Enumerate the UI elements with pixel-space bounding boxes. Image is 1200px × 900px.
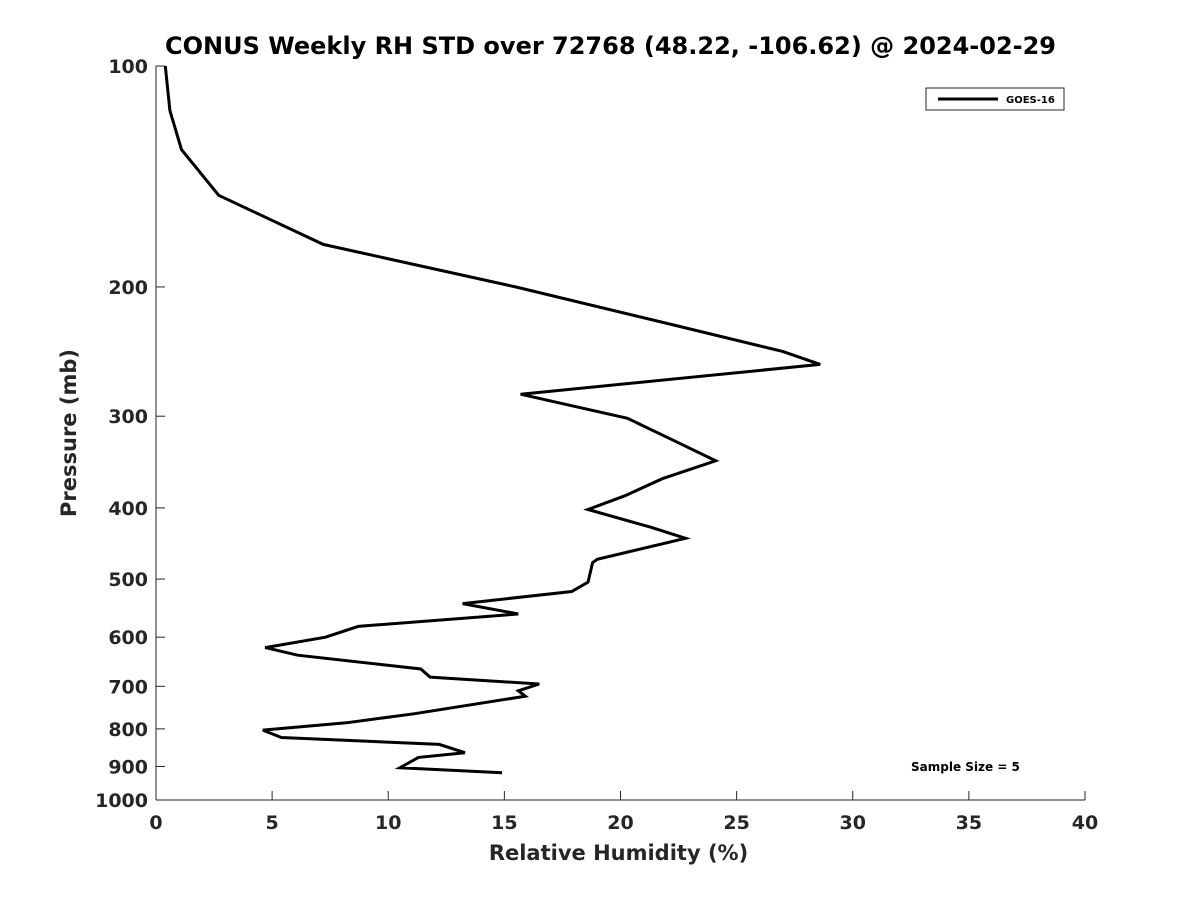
x-tick-label: 40 [1072, 812, 1098, 834]
y-tick-label: 500 [108, 569, 148, 591]
legend: GOES-16 [925, 87, 1065, 111]
y-tick-label: 1000 [95, 790, 148, 812]
x-tick-label: 5 [266, 812, 279, 834]
x-tick-label: 20 [607, 812, 633, 834]
y-tick-label: 600 [108, 627, 148, 649]
y-tick-label: 700 [108, 676, 148, 698]
x-tick-label: 25 [723, 812, 749, 834]
x-tick-label: 10 [375, 812, 401, 834]
y-tick-label: 300 [108, 406, 148, 428]
sample-size-annotation: Sample Size = 5 [911, 760, 1020, 774]
y-tick-label: 400 [108, 498, 148, 520]
y-axis-ticks: 100 200 300 400 500 600 700 800 900 1000 [95, 56, 165, 812]
y-tick-label: 800 [108, 719, 148, 741]
x-axis-label: Relative Humidity (%) [489, 841, 748, 865]
x-tick-label: 30 [840, 812, 866, 834]
chart-title: CONUS Weekly RH STD over 72768 (48.22, -… [165, 32, 1056, 60]
x-tick-label: 35 [956, 812, 982, 834]
x-axis-ticks: 0 5 10 15 20 25 30 35 40 [149, 791, 1098, 834]
series-layer [163, 65, 821, 775]
y-tick-label: 100 [108, 56, 148, 78]
plot-frame [155, 66, 1085, 801]
legend-label-goes-16: GOES-16 [1006, 95, 1055, 106]
y-axis-label: Pressure (mb) [57, 349, 81, 517]
x-tick-label: 15 [491, 812, 517, 834]
y-tick-label: 900 [108, 756, 148, 778]
x-tick-label: 0 [149, 812, 162, 834]
y-tick-label: 200 [108, 277, 148, 299]
series-line-goes-16 [163, 65, 821, 775]
